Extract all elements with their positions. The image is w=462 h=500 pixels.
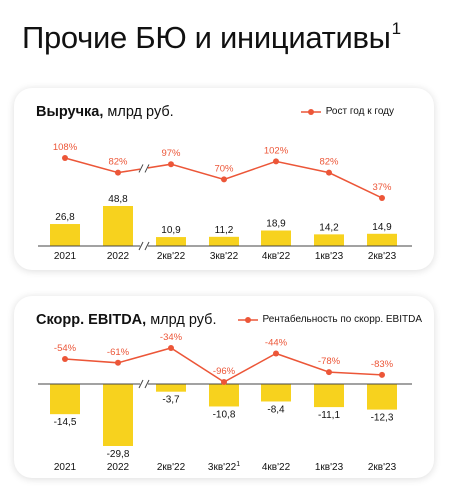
ebitda-margin-point xyxy=(379,371,385,378)
ebitda-margin-point xyxy=(221,379,227,385)
axis-break-mark xyxy=(138,164,144,173)
revenue-bar-label: 48,8 xyxy=(108,194,128,205)
revenue-category-label: 2кв'23 xyxy=(368,251,397,262)
category-footnote: 1 xyxy=(236,461,240,468)
revenue-growth-point xyxy=(62,155,68,161)
ebitda-margin-label: -83% xyxy=(371,359,394,370)
ebitda-category-label: 4кв'22 xyxy=(262,462,291,473)
ebitda-margin-point xyxy=(168,345,174,351)
revenue-chart-title: Выручка, млрд руб. xyxy=(36,104,174,120)
ebitda-category-label: 2022 xyxy=(107,462,130,473)
revenue-chart-plot: 26,8 2021 48,8 2022 10,9 2кв'22 11,2 3кв'22 18,9… xyxy=(38,142,412,262)
revenue-growth-label: 108% xyxy=(53,142,78,153)
ebitda-margin-point xyxy=(326,369,332,376)
revenue-growth-point xyxy=(326,169,332,176)
revenue-category-label: 1кв'23 xyxy=(315,251,344,262)
ebitda-chart-title: Скорр. EBITDA, млрд руб. xyxy=(36,312,217,328)
revenue-bar xyxy=(367,233,397,246)
axis-break-mark xyxy=(144,241,150,251)
legend-line-marker-icon xyxy=(300,108,321,115)
ebitda-margin-point xyxy=(115,359,121,366)
ebitda-bar-label: -14,5 xyxy=(54,417,77,428)
ebitda-bar-label: -3,7 xyxy=(162,395,180,406)
ebitda-bar-label: -8,4 xyxy=(267,404,285,415)
revenue-growth-label: 102% xyxy=(264,145,289,156)
revenue-bar-label: 14,9 xyxy=(372,222,392,233)
revenue-category-label: 3кв'22 xyxy=(210,251,239,262)
revenue-category-label: 2021 xyxy=(54,251,77,262)
ebitda-margin-label: -96% xyxy=(213,366,236,377)
revenue-growth-point xyxy=(168,161,174,168)
ebitda-category-label: 2кв'22 xyxy=(157,462,186,473)
ebitda-legend: Рентабельность по скорр. EBITDA xyxy=(237,314,423,325)
ebitda-category-label: 2кв'23 xyxy=(368,462,397,473)
ebitda-margin-label: -54% xyxy=(54,343,77,354)
legend-line-marker-icon xyxy=(237,316,258,323)
axis-break-gap xyxy=(140,379,148,389)
revenue-legend: Рост год к году xyxy=(300,106,394,117)
revenue-bar xyxy=(261,230,291,246)
axis-break-mark xyxy=(144,164,150,173)
ebitda-bar xyxy=(103,384,133,446)
ebitda-bar-label: -10,8 xyxy=(213,409,236,420)
ebitda-bar xyxy=(367,384,397,410)
revenue-bar xyxy=(156,237,186,246)
ebitda-category-label: 1кв'23 xyxy=(315,462,344,473)
axis-break-gap xyxy=(140,241,148,251)
axis-break-mark xyxy=(138,379,144,389)
ebitda-margin-label: -44% xyxy=(265,337,288,348)
ebitda-bar-label: -29,8 xyxy=(107,449,130,460)
revenue-bar xyxy=(103,206,133,246)
revenue-bar xyxy=(314,234,344,246)
ebitda-bar-label: -11,1 xyxy=(318,410,340,421)
page-title: Прочие БЮ и инициативы1 xyxy=(22,19,401,55)
ebitda-margin-point xyxy=(273,350,279,357)
ebitda-chart-plot: -14,5 2021 -29,8 2022 -3,7 2кв'22 -10,8 3кв'221… xyxy=(38,332,412,473)
ebitda-margin-point xyxy=(62,355,68,362)
revenue-legend-label: Рост год к году xyxy=(325,106,394,117)
revenue-growth-label: 70% xyxy=(214,163,234,174)
revenue-bar-label: 14,2 xyxy=(319,222,339,233)
revenue-growth-label: 97% xyxy=(161,148,181,159)
revenue-chart-card: Выручка, млрд руб. Рост год к году 26,8 2… xyxy=(14,88,434,270)
ebitda-margin-label: -34% xyxy=(160,332,183,343)
revenue-bar-label: 26,8 xyxy=(55,212,75,223)
ebitda-legend-label: Рентабельность по скорр. EBITDA xyxy=(262,314,423,325)
revenue-category-label: 2022 xyxy=(107,251,130,262)
revenue-bar xyxy=(50,224,80,246)
ebitda-category-label: 2021 xyxy=(54,462,77,473)
revenue-growth-point xyxy=(379,195,385,201)
ebitda-bar xyxy=(50,384,80,415)
ebitda-margin-label: -61% xyxy=(107,347,130,358)
ebitda-bar xyxy=(156,384,186,392)
revenue-bar-label: 18,9 xyxy=(266,219,286,230)
revenue-category-label: 2кв'22 xyxy=(157,251,186,262)
ebitda-bar xyxy=(261,384,291,402)
revenue-growth-point xyxy=(115,169,121,176)
revenue-growth-point xyxy=(273,158,279,165)
axis-break-mark xyxy=(144,379,150,389)
title-footnote: 1 xyxy=(391,19,401,38)
ebitda-margin-label: -78% xyxy=(318,356,341,367)
ebitda-chart-card: Скорр. EBITDA, млрд руб. Рентабельность … xyxy=(14,296,434,478)
ebitda-bar xyxy=(209,384,239,407)
revenue-category-label: 4кв'22 xyxy=(262,251,291,262)
revenue-growth-point xyxy=(221,176,227,183)
axis-break-mark xyxy=(138,241,144,251)
revenue-bar-label: 11,2 xyxy=(215,225,234,236)
ebitda-category-label: 3кв'221 xyxy=(208,461,240,473)
axis-break-gap xyxy=(140,163,148,174)
revenue-bar xyxy=(209,236,239,246)
ebitda-bar-label: -12,3 xyxy=(371,413,394,424)
revenue-growth-label: 82% xyxy=(108,157,128,168)
revenue-growth-label: 37% xyxy=(372,182,392,193)
revenue-growth-label: 82% xyxy=(319,157,339,168)
ebitda-bar xyxy=(314,384,344,408)
revenue-bar-label: 10,9 xyxy=(161,225,181,236)
